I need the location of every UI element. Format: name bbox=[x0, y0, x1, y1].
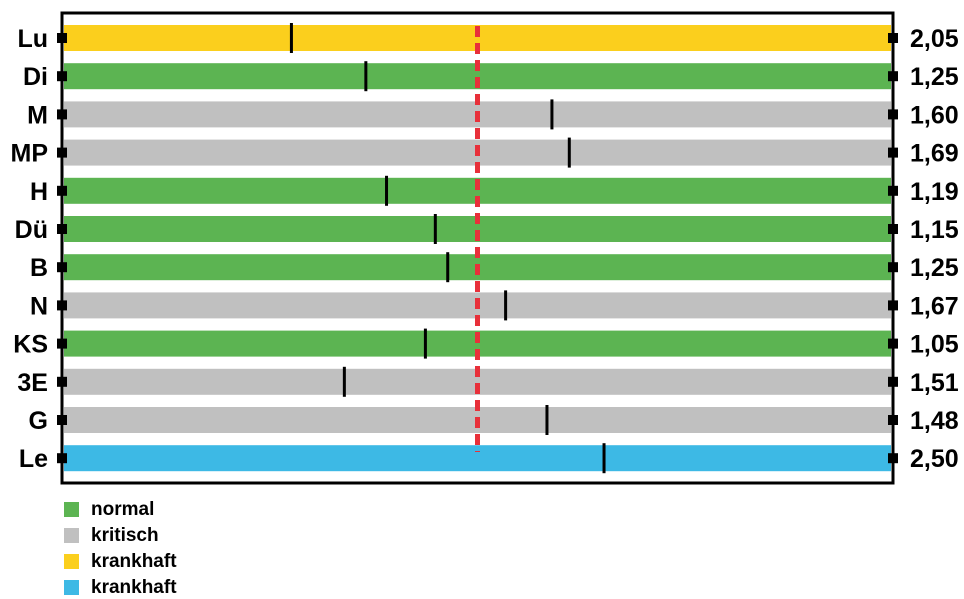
row-value-ks: 1,05 bbox=[910, 331, 959, 359]
legend-swatch bbox=[64, 554, 79, 569]
legend-item-krankhaft-blue: krankhaft bbox=[64, 576, 177, 599]
row-label-n: N bbox=[30, 292, 48, 320]
marker-le bbox=[602, 443, 606, 474]
row-value-le: 2,50 bbox=[910, 445, 959, 473]
legend-item-normal: normal bbox=[64, 498, 177, 521]
row-value-di: 1,25 bbox=[910, 63, 959, 91]
row-label-ks: KS bbox=[13, 331, 48, 359]
marker-lu bbox=[289, 23, 293, 53]
row-label-3e: 3E bbox=[17, 369, 48, 397]
marker-di bbox=[364, 61, 368, 92]
row-label-d: Dü bbox=[15, 216, 48, 244]
bar-le bbox=[64, 445, 891, 472]
legend-label: normal bbox=[91, 498, 155, 520]
row-label-h: H bbox=[30, 178, 48, 206]
row-label-m: M bbox=[27, 101, 48, 129]
marker-m bbox=[550, 99, 554, 130]
marker-h bbox=[385, 175, 389, 206]
legend-label: krankhaft bbox=[91, 576, 177, 598]
marker-ks bbox=[423, 328, 427, 359]
legend-swatch bbox=[64, 580, 79, 595]
marker-3e bbox=[342, 366, 346, 397]
row-value-b: 1,25 bbox=[910, 254, 959, 282]
row-label-mp: MP bbox=[11, 140, 49, 168]
row-value-d: 1,15 bbox=[910, 216, 959, 244]
marker-d bbox=[433, 214, 437, 244]
legend-item-kritisch: kritisch bbox=[64, 524, 177, 547]
markers-layer bbox=[289, 23, 606, 474]
row-label-b: B bbox=[30, 254, 48, 282]
row-label-le: Le bbox=[19, 445, 48, 473]
row-value-m: 1,60 bbox=[910, 101, 959, 129]
row-value-3e: 1,51 bbox=[910, 369, 959, 397]
row-label-di: Di bbox=[23, 63, 48, 91]
legend-swatch bbox=[64, 502, 79, 517]
legend-swatch bbox=[64, 528, 79, 543]
legend-label: kritisch bbox=[91, 524, 159, 546]
marker-n bbox=[504, 290, 508, 321]
row-value-lu: 2,05 bbox=[910, 25, 959, 53]
legend-label: krankhaft bbox=[91, 550, 177, 572]
marker-mp bbox=[567, 137, 571, 168]
row-label-g: G bbox=[29, 407, 48, 435]
marker-b bbox=[446, 252, 450, 283]
row-value-g: 1,48 bbox=[910, 407, 959, 435]
row-value-n: 1,67 bbox=[910, 292, 959, 320]
row-label-lu: Lu bbox=[17, 25, 48, 53]
row-value-h: 1,19 bbox=[910, 178, 959, 206]
labels-layer: Lu 2,05 Di 1,25 M 1,60 MP 1,69 H 1,19 Dü 1,15 B 1,25 N… bbox=[11, 25, 959, 473]
chart-svg: Lu 2,05 Di 1,25 M 1,60 MP 1,69 H 1,19 Dü 1,15 B 1,25 N… bbox=[11, 11, 959, 485]
legend: normal kritisch krankhaft krankhaft bbox=[64, 498, 177, 599]
legend-item-krankhaft-yellow: krankhaft bbox=[64, 550, 177, 573]
row-value-mp: 1,69 bbox=[910, 140, 959, 168]
marker-g bbox=[545, 405, 549, 435]
plot-frame bbox=[60, 11, 895, 485]
